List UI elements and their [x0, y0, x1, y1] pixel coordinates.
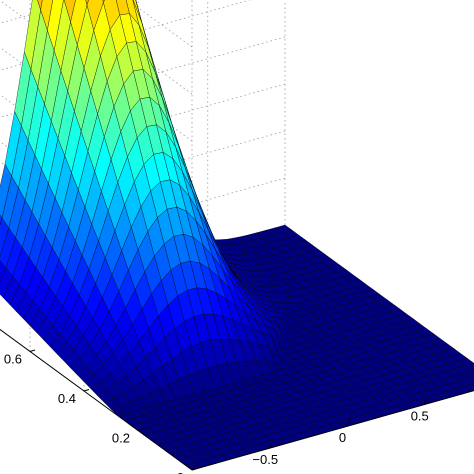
- y-tick-label: 0.4: [58, 391, 76, 406]
- y-tick-mark: [29, 349, 36, 352]
- y-tick-label: 0.2: [112, 431, 130, 446]
- surface-facet: [470, 369, 474, 374]
- x-tick-label: −0.5: [252, 452, 278, 467]
- surface-facet: [468, 376, 474, 384]
- y-tick-mark: [137, 428, 144, 431]
- surface-facet: [63, 0, 76, 23]
- surface-facet: [465, 383, 474, 392]
- x-tick-labels: −1−0.500.5: [181, 408, 429, 474]
- surface-facet: [40, 0, 53, 31]
- y-tick-label: 0: [177, 470, 184, 474]
- x-tick-mark: [346, 421, 350, 427]
- surface-facet: [85, 0, 89, 6]
- x-tick-label: 0.5: [411, 408, 429, 423]
- x-tick-label: 0: [339, 430, 346, 445]
- x-tick-mark: [423, 399, 428, 406]
- surface-facet: [464, 363, 474, 372]
- x-tick-mark: [268, 442, 273, 449]
- axes: [0, 328, 474, 471]
- y-tick-label: 0.6: [4, 352, 22, 367]
- y-tick-mark: [191, 468, 198, 471]
- x-tick-mark: [191, 464, 196, 471]
- y-tick-mark: [83, 389, 90, 392]
- y-tick-labels: 0 0.2 0.4 0.6: [4, 352, 184, 474]
